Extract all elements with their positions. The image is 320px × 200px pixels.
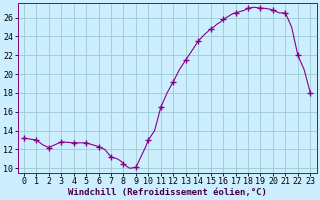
X-axis label: Windchill (Refroidissement éolien,°C): Windchill (Refroidissement éolien,°C) <box>68 188 267 197</box>
